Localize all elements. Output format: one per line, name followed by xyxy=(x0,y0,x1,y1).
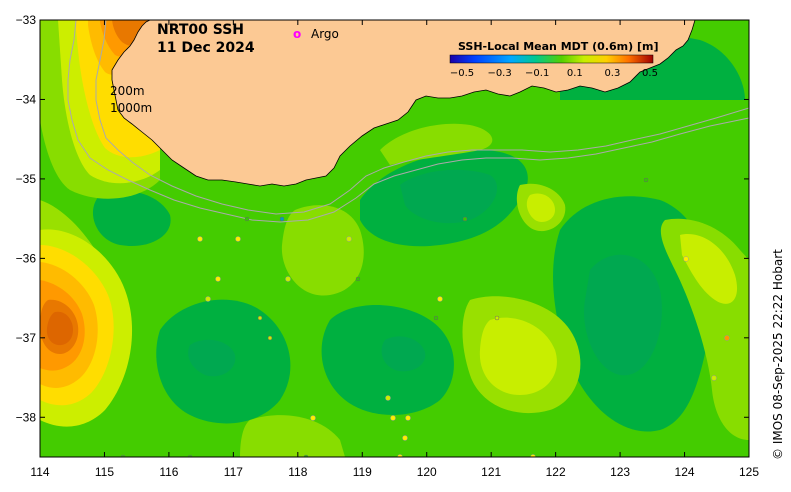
argo-float xyxy=(437,296,443,302)
argo-float xyxy=(385,395,391,401)
argo-float xyxy=(197,236,203,242)
x-axis-labels: 114 115 116 117 118 119 120 121 122 123 124 125 xyxy=(30,465,759,479)
argo-float xyxy=(683,256,689,262)
isobath-1000m xyxy=(67,20,749,223)
map-title: NRT00 SSH xyxy=(157,22,244,38)
ssh-high-region xyxy=(479,317,557,395)
x-tick-label: 118 xyxy=(288,465,307,479)
warm-eddy xyxy=(46,311,73,346)
argo-float xyxy=(402,435,408,441)
y-axis-labels: −33 −34 −35 −36 −37 −38 xyxy=(16,13,37,424)
argo-float xyxy=(279,216,285,222)
x-tick-label: 114 xyxy=(30,465,49,479)
y-tick-label: −33 xyxy=(16,13,37,27)
x-tick-label: 120 xyxy=(417,465,437,479)
map-date: 11 Dec 2024 xyxy=(157,40,255,56)
ssh-high-region xyxy=(680,234,738,304)
depth-label-1000m: 1000m xyxy=(110,101,152,115)
argo-float xyxy=(267,335,273,341)
x-tick-label: 117 xyxy=(224,465,243,479)
legend-colorbar xyxy=(449,54,654,64)
y-tick-label: −37 xyxy=(16,331,37,345)
y-tick-label: −36 xyxy=(16,251,37,265)
ssh-high-region xyxy=(281,205,364,296)
ssh-low-region xyxy=(188,339,236,377)
y-tick-label: −34 xyxy=(16,92,37,106)
plot-frame xyxy=(39,19,750,458)
x-tick-label: 124 xyxy=(675,465,695,479)
argo-float xyxy=(215,276,221,282)
legend-tick-label: −0.5 xyxy=(450,68,474,79)
argo-float xyxy=(405,415,411,421)
argo-float xyxy=(346,236,352,242)
ssh-field xyxy=(40,20,749,457)
y-tick-label: −38 xyxy=(16,410,37,424)
legend-tick-label: 0.3 xyxy=(604,68,620,79)
legend-tick-label: −0.3 xyxy=(487,68,511,79)
x-tick-label: 119 xyxy=(353,465,372,479)
legend-tick-label: 0.1 xyxy=(567,68,583,79)
argo-float xyxy=(310,415,316,421)
axis-ticks xyxy=(39,19,750,457)
depth-label-200m: 200m xyxy=(110,84,145,98)
argo-float xyxy=(433,315,439,321)
x-tick-label: 115 xyxy=(95,465,114,479)
argo-float xyxy=(724,335,730,341)
argo-float xyxy=(462,216,468,222)
x-tick-label: 121 xyxy=(481,465,501,479)
argo-float xyxy=(397,454,403,457)
argo-float xyxy=(494,315,500,321)
ssh-high-region xyxy=(240,415,345,457)
argo-float xyxy=(244,216,250,222)
ssh-low-region xyxy=(584,254,662,376)
x-tick-label: 125 xyxy=(739,465,759,479)
x-tick-label: 116 xyxy=(159,465,178,479)
ssh-high-region xyxy=(380,123,493,165)
ssh-low-region xyxy=(92,191,171,246)
legend-tick-label: −0.1 xyxy=(525,68,549,79)
x-tick-label: 123 xyxy=(610,465,630,479)
legend-title: SSH-Local Mean MDT (0.6m) [m] xyxy=(458,40,658,53)
y-tick-label: −35 xyxy=(16,172,37,186)
color-legend: SSH-Local Mean MDT (0.6m) [m] −0.5 −0.3 −0… xyxy=(449,40,658,79)
argo-float xyxy=(285,276,291,282)
legend-ticks: −0.5 −0.3 −0.1 0.1 0.3 0.5 xyxy=(450,68,658,79)
isobath-200m xyxy=(95,20,749,215)
ssh-high-region xyxy=(526,193,555,222)
ssh-low-region xyxy=(381,336,426,372)
argo-float xyxy=(257,315,263,321)
argo-legend-label: Argo xyxy=(311,27,339,41)
argo-float xyxy=(205,296,211,302)
ssh-low-region xyxy=(400,169,498,224)
argo-float xyxy=(355,276,361,282)
argo-float xyxy=(643,177,649,183)
imos-credit: © IMOS 08-Sep-2025 22:22 Hobart xyxy=(771,249,785,460)
argo-float xyxy=(711,375,717,381)
argo-float xyxy=(530,454,536,457)
legend-tick-label: 0.5 xyxy=(642,68,658,79)
x-tick-label: 122 xyxy=(546,465,566,479)
argo-float xyxy=(235,236,241,242)
argo-float xyxy=(390,415,396,421)
argo-legend-marker: o xyxy=(293,27,301,41)
